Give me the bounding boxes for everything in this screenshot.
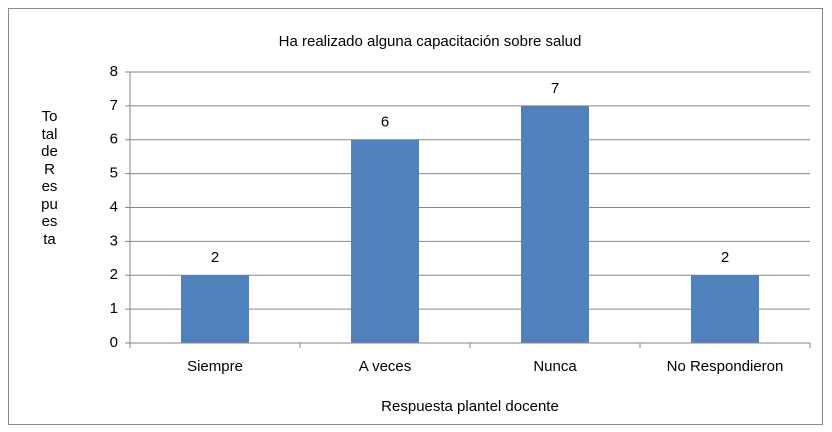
chart-title: Ha realizado alguna capacitación sobre s…	[279, 33, 582, 50]
y-axis-label: Total de Respuesta	[41, 108, 58, 248]
y-tick-label: 7	[110, 97, 118, 114]
y-tick-label: 1	[110, 300, 118, 317]
y-tick-label: 3	[110, 232, 118, 249]
data-label: 6	[381, 114, 389, 131]
y-tick-label: 8	[110, 63, 118, 80]
y-tick-label: 6	[110, 131, 118, 148]
bar	[691, 275, 759, 343]
data-label: 7	[551, 80, 559, 97]
x-tick-label: No Respondieron	[667, 358, 784, 375]
bar	[181, 275, 249, 343]
x-tick-label: Nunca	[533, 358, 577, 375]
x-tick-label: A veces	[359, 358, 412, 375]
x-tick-label: Siempre	[187, 358, 243, 375]
bar	[351, 139, 419, 343]
data-label: 2	[721, 249, 729, 266]
y-tick-label: 4	[110, 198, 118, 215]
x-axis-label: Respuesta plantel docente	[381, 398, 559, 415]
data-label: 2	[211, 249, 219, 266]
bar	[521, 105, 589, 343]
y-tick-label: 0	[110, 334, 118, 351]
y-tick-label: 2	[110, 266, 118, 283]
y-tick-label: 5	[110, 165, 118, 182]
